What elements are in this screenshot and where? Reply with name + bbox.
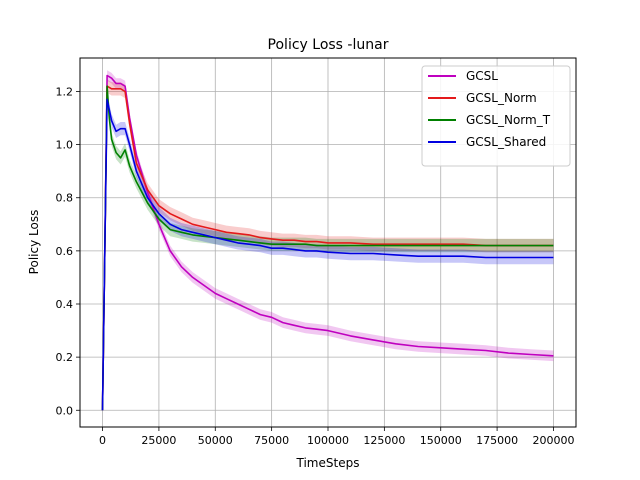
x-tick-label: 150000 <box>420 434 462 447</box>
x-tick-label: 175000 <box>476 434 518 447</box>
x-tick-label: 100000 <box>307 434 349 447</box>
y-tick-label: 0.4 <box>56 298 74 311</box>
gcsl-shared-line <box>101 98 554 411</box>
axis-ticks: 0 25000 50000 75000 100000 125000 150000 175000… <box>56 85 575 447</box>
y-tick-label: 0.8 <box>56 192 74 205</box>
legend-label-gcsl-shared: GCSL_Shared <box>466 135 546 149</box>
y-tick-label: 1.0 <box>56 139 74 152</box>
x-tick-label: 50000 <box>198 434 233 447</box>
chart-title: Policy Loss -lunar <box>268 37 389 53</box>
x-tick-label: 25000 <box>141 434 176 447</box>
gcsl-norm-t-line <box>101 85 554 411</box>
x-axis-label: TimeSteps <box>296 456 360 470</box>
y-tick-label: 0.0 <box>56 404 74 417</box>
x-tick-label: 200000 <box>532 434 574 447</box>
legend-label-gcsl-norm: GCSL_Norm <box>466 91 537 105</box>
gcsl-norm-line <box>101 85 554 411</box>
legend-label-gcsl-norm-t: GCSL_Norm_T <box>466 113 551 127</box>
gcsl-line <box>101 74 554 411</box>
y-tick-label: 0.6 <box>56 245 74 258</box>
legend-box <box>421 65 571 167</box>
y-axis-label: Policy Loss <box>27 210 41 275</box>
series-lines <box>101 74 554 411</box>
y-tick-label: 0.2 <box>56 351 74 364</box>
x-tick-label: 75000 <box>254 434 289 447</box>
legend: GCSL GCSL_Norm GCSL_Norm_T GCSL_Shared <box>421 65 571 167</box>
x-tick-label: 125000 <box>363 434 405 447</box>
y-tick-label: 1.2 <box>56 85 74 98</box>
x-tick-label: 0 <box>99 434 106 447</box>
legend-label-gcsl: GCSL <box>466 69 498 83</box>
